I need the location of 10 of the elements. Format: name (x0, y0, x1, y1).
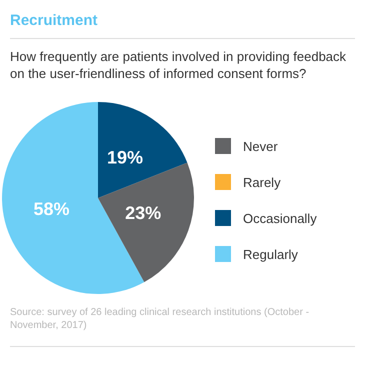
data-label: 58% (33, 198, 70, 219)
chart-title: Recruitment (10, 12, 98, 29)
legend-label: Never (243, 138, 278, 154)
legend-label: Occasionally (243, 210, 317, 226)
source-note: Source: survey of 26 leading clinical research institutions (October - November, 2017) (10, 306, 310, 332)
legend-label: Rarely (243, 174, 281, 190)
data-label: 23% (125, 203, 162, 224)
data-label: 19% (106, 147, 143, 168)
chart-subtitle: How frequently are patients involved in providing feedback on the user-friendliness of informed consent forms? (10, 48, 348, 82)
legend-label: Regularly (243, 246, 298, 262)
